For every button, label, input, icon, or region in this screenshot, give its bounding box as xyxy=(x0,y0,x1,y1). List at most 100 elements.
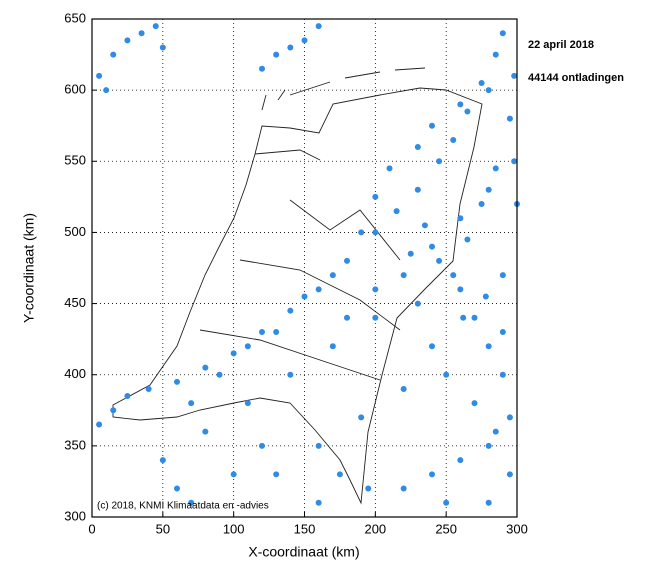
y-axis-label: Y-coordinaat (km) xyxy=(21,213,37,323)
discharge-point xyxy=(329,272,336,279)
x-tick-label: 200 xyxy=(364,521,386,536)
discharge-point xyxy=(478,200,485,207)
y-tick-label: 350 xyxy=(64,437,86,452)
discharge-point xyxy=(315,499,322,506)
discharge-point xyxy=(287,44,294,51)
discharge-point xyxy=(471,314,478,321)
discharge-point xyxy=(124,393,131,400)
discharge-point xyxy=(464,236,471,243)
discharge-point xyxy=(336,471,343,478)
discharge-point xyxy=(393,208,400,215)
discharge-point xyxy=(230,350,237,357)
discharge-point xyxy=(457,101,464,108)
discharge-point xyxy=(421,222,428,229)
discharge-point xyxy=(315,442,322,449)
x-axis-label: X-coordinaat (km) xyxy=(248,544,359,560)
discharge-point xyxy=(230,471,237,478)
discharge-point xyxy=(358,229,365,236)
discharge-point xyxy=(287,307,294,314)
discharge-point xyxy=(159,457,166,464)
discharge-point xyxy=(400,272,407,279)
discharge-point xyxy=(414,300,421,307)
discharge-point xyxy=(457,215,464,222)
discharge-point xyxy=(482,293,489,300)
credit: (c) 2018, KNMI Klimaatdata en -advies xyxy=(97,501,269,512)
discharge-point xyxy=(358,414,365,421)
discharge-point xyxy=(400,485,407,492)
discharge-point xyxy=(460,314,467,321)
discharge-point xyxy=(506,115,513,122)
discharge-point xyxy=(159,44,166,51)
discharge-point xyxy=(457,457,464,464)
discharge-point xyxy=(499,329,506,336)
discharge-point xyxy=(344,257,350,264)
discharge-point xyxy=(511,72,518,79)
discharge-point xyxy=(506,471,513,478)
discharge-point xyxy=(329,343,336,350)
discharge-point xyxy=(450,272,457,279)
y-tick-label: 300 xyxy=(64,508,86,523)
discharge-point xyxy=(485,87,492,94)
discharge-point xyxy=(499,272,506,279)
discharge-point xyxy=(485,186,492,193)
discharge-point xyxy=(244,400,251,407)
discharge-point xyxy=(407,250,414,257)
discharge-point xyxy=(202,364,209,371)
discharge-point xyxy=(315,23,322,30)
x-tick-label: 0 xyxy=(88,521,95,536)
discharge-point xyxy=(485,343,492,350)
discharge-point xyxy=(287,371,294,378)
discharge-point xyxy=(259,442,265,449)
discharge-point xyxy=(457,286,464,293)
discharge-point xyxy=(188,499,195,506)
discharge-point xyxy=(103,87,110,94)
y-tick-label: 650 xyxy=(64,10,86,25)
discharge-point xyxy=(344,314,350,321)
discharge-point xyxy=(372,229,379,236)
x-tick-label: 100 xyxy=(223,521,245,536)
discharge-point xyxy=(485,442,492,449)
discharge-point xyxy=(478,80,485,87)
discharge-point xyxy=(436,257,443,264)
discharge-point xyxy=(273,51,280,58)
discharge-point xyxy=(414,186,421,193)
discharge-point xyxy=(259,65,265,72)
discharge-point xyxy=(443,499,450,506)
discharge-point xyxy=(259,329,265,336)
discharge-point xyxy=(429,343,435,350)
y-tick-label: 550 xyxy=(64,153,86,168)
discharge-point xyxy=(301,37,308,44)
x-tick-label: 50 xyxy=(156,521,170,536)
x-tick-label: 250 xyxy=(435,521,457,536)
discharge-point xyxy=(386,165,393,172)
discharge-point xyxy=(429,122,435,129)
discharge-point xyxy=(152,23,159,30)
date-label: 22 april 2018 xyxy=(528,39,594,51)
discharge-point xyxy=(96,421,103,428)
discharge-point xyxy=(145,385,152,392)
discharge-point xyxy=(138,30,145,37)
discharge-point xyxy=(429,243,435,250)
discharge-point xyxy=(96,72,103,79)
discharge-point xyxy=(400,385,407,392)
y-tick-label: 500 xyxy=(64,224,86,239)
discharge-point xyxy=(315,286,322,293)
x-tick-label: 300 xyxy=(506,521,528,536)
discharge-point xyxy=(443,371,450,378)
map-outline xyxy=(112,67,483,505)
discharge-point xyxy=(273,471,280,478)
discharge-point xyxy=(436,158,443,165)
discharge-point xyxy=(273,329,280,336)
discharge-point xyxy=(202,428,209,435)
discharge-point xyxy=(174,378,180,385)
discharge-point xyxy=(110,407,117,414)
discharge-point xyxy=(511,158,518,165)
discharge-point xyxy=(414,144,421,151)
discharge-point xyxy=(499,30,506,37)
discharge-point xyxy=(471,400,478,407)
x-tick-label: 150 xyxy=(294,521,316,536)
discharge-point xyxy=(372,286,379,293)
y-tick-label: 600 xyxy=(64,82,86,97)
discharge-point xyxy=(124,37,131,44)
